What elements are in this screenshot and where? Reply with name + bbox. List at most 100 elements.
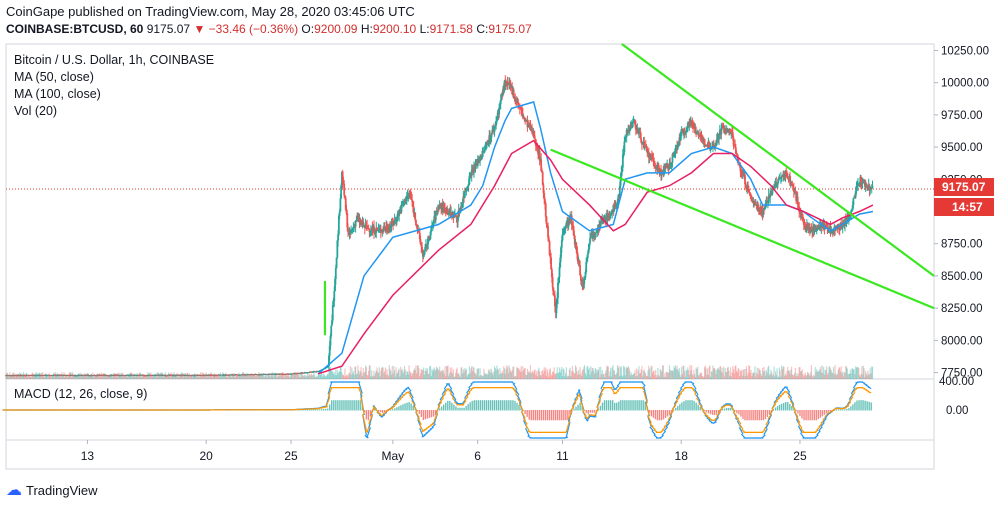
signal-line-segment [447, 388, 453, 394]
macd-histogram-bar [658, 410, 661, 421]
volume-bar [561, 366, 563, 379]
volume-bar [310, 373, 312, 379]
candle-body [418, 229, 420, 233]
volume-bar [458, 372, 460, 379]
volume-bar [311, 374, 313, 379]
y-tick-label: 10000.00 [941, 78, 989, 90]
macd-histogram-bar [846, 408, 848, 411]
volume-bar [713, 368, 715, 379]
volume-bar [379, 376, 381, 379]
volume-bar [436, 367, 438, 379]
macd-line-segment [740, 433, 746, 439]
volume-bar [193, 374, 195, 379]
volume-bar [452, 373, 454, 379]
volume-bar [491, 372, 493, 379]
macd-line-segment [407, 386, 412, 392]
signal-line-segment [791, 405, 797, 412]
signal-line-segment [738, 423, 744, 430]
macd-histogram-bar [711, 410, 714, 415]
volume-bar [109, 374, 111, 379]
macd-histogram-bar [445, 402, 447, 411]
volume-bar [362, 368, 364, 379]
volume-bar [329, 367, 332, 379]
macd-histogram-bar [654, 410, 657, 420]
candle-body [550, 269, 553, 278]
candle-body [142, 374, 145, 376]
volume-bar [584, 373, 587, 379]
volume-bar [87, 373, 89, 379]
candle-body [790, 182, 793, 186]
volume-bar [708, 366, 710, 379]
volume-bar [608, 376, 610, 379]
macd-histogram-bar [740, 410, 742, 417]
volume-bar [29, 375, 31, 379]
macd-histogram-bar [668, 410, 671, 415]
volume-bar [759, 370, 761, 379]
candle-body [411, 199, 414, 202]
macd-line-segment [799, 432, 805, 439]
volume-bar [123, 376, 125, 379]
macd-histogram-bar [487, 400, 490, 411]
volume-bar [115, 373, 117, 379]
candle-body [615, 203, 618, 208]
volume-bar [725, 371, 727, 379]
volume-bar [768, 375, 771, 379]
volume-bar [232, 373, 234, 379]
candle-body [629, 125, 632, 130]
candle-body [556, 298, 559, 303]
candle-body [555, 302, 558, 314]
macd-histogram-bar [324, 408, 327, 411]
volume-bar [46, 374, 48, 379]
volume-bar [797, 376, 799, 379]
volume-bar [242, 372, 245, 379]
candle-body [651, 157, 654, 159]
volume-bar [517, 368, 519, 379]
candle-body [680, 129, 683, 133]
macd-histogram-bar [475, 400, 477, 411]
volume-bar [105, 376, 107, 379]
volume-bar [658, 375, 660, 379]
volume-bar [113, 373, 116, 379]
candle-body [354, 221, 357, 227]
volume-bar [403, 371, 405, 379]
candle-body [427, 236, 430, 245]
candle-body [727, 129, 730, 132]
volume-bar [512, 366, 514, 379]
candle-body [547, 226, 549, 238]
volume-bar [699, 373, 701, 379]
volume-bar [427, 373, 429, 379]
volume-bar [37, 374, 39, 379]
volume-bar [488, 371, 490, 379]
volume-bar [351, 367, 353, 379]
volume-bar [174, 375, 176, 379]
signal-line-segment [667, 414, 673, 421]
volume-bar [424, 370, 426, 379]
volume-bar [593, 370, 595, 379]
volume-bar [755, 372, 758, 379]
candle-body [584, 272, 587, 278]
candle-body [863, 180, 866, 182]
volume-bar [93, 376, 96, 379]
volume-bar [541, 371, 543, 379]
candle-body [383, 227, 385, 232]
macd-histogram-bar [473, 400, 475, 411]
volume-bar [822, 372, 824, 379]
volume-bar [786, 370, 788, 379]
volume-bar [433, 367, 435, 379]
macd-histogram-bar [687, 400, 689, 411]
macd-line-segment [411, 397, 416, 406]
candle-body [352, 227, 355, 229]
tradingview-logo[interactable]: ☁ TradingView [6, 480, 98, 500]
volume-bar [300, 376, 302, 379]
macd-histogram-bar [316, 409, 319, 411]
macd-line-segment [516, 394, 522, 403]
volume-bar [590, 366, 592, 379]
macd-histogram-bar [308, 409, 311, 411]
volume-bar [277, 375, 279, 379]
volume-bar [809, 375, 811, 379]
volume-bar [857, 367, 859, 379]
signal-line-segment [439, 397, 445, 403]
volume-bar [158, 374, 161, 379]
candle-body [421, 250, 424, 257]
